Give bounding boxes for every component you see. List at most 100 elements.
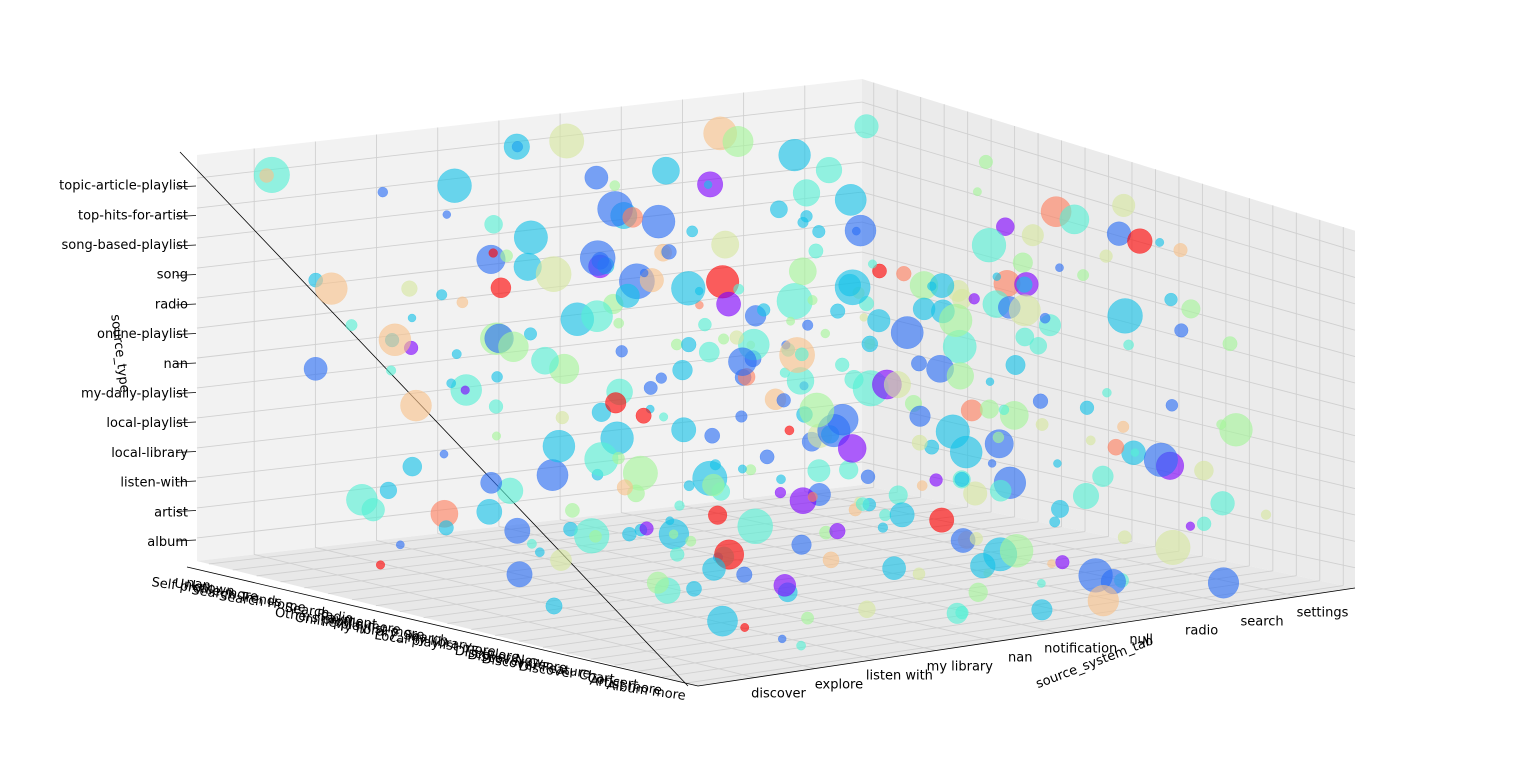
data-point	[1008, 294, 1041, 327]
data-point	[888, 485, 908, 505]
gridline-y-floor	[495, 545, 1156, 636]
data-point	[259, 168, 274, 183]
y-tick-label: Radio	[316, 607, 354, 627]
gridline-y-floor	[280, 501, 945, 583]
data-point	[639, 521, 654, 536]
data-point	[859, 313, 869, 322]
gridline-y-floor	[208, 487, 874, 565]
data-point	[759, 449, 775, 465]
z-tick	[175, 510, 197, 512]
z-tick-label: local-playlist	[106, 416, 188, 431]
x-tick-label: listen with	[866, 669, 933, 684]
data-point	[882, 556, 906, 581]
data-point	[615, 283, 640, 308]
gridline-z-back	[196, 101, 863, 179]
data-point	[646, 571, 669, 594]
data-point	[872, 263, 887, 279]
data-point	[992, 431, 1005, 444]
data-point	[969, 531, 983, 546]
data-point	[591, 402, 612, 422]
data-point	[954, 471, 970, 487]
data-point	[488, 399, 504, 414]
z-tick	[175, 539, 197, 542]
data-point	[970, 553, 996, 579]
data-point	[386, 365, 397, 376]
data-point	[800, 210, 813, 223]
data-point	[345, 319, 358, 332]
data-point	[565, 503, 580, 518]
data-point	[1107, 298, 1143, 334]
z-tick-label: song-based-playlist	[62, 238, 188, 253]
z-tick	[175, 244, 197, 247]
data-point	[438, 520, 454, 536]
axis-panes	[197, 79, 1355, 686]
z-tick-label: artist	[154, 505, 188, 520]
data-point	[616, 479, 633, 496]
data-point	[460, 385, 470, 395]
data-point	[972, 187, 982, 197]
data-point	[1039, 312, 1051, 324]
data-point	[834, 269, 871, 306]
data-point	[1049, 516, 1061, 528]
data-point	[346, 484, 378, 516]
data-point	[879, 509, 892, 522]
data-point	[503, 133, 530, 160]
data-point	[643, 380, 658, 395]
data-point	[989, 479, 1012, 502]
data-point	[1032, 393, 1049, 409]
data-point	[912, 567, 926, 581]
data-point	[671, 271, 706, 306]
data-point	[1185, 521, 1196, 531]
data-point	[681, 336, 697, 353]
x-tick-label: explore	[815, 678, 863, 693]
data-point	[998, 404, 1010, 416]
data-point	[377, 186, 389, 198]
gridline-y-floor	[352, 516, 1015, 601]
data-point	[830, 303, 846, 319]
gridline-y-floor	[662, 580, 1320, 678]
data-point	[1092, 465, 1114, 487]
data-point	[605, 392, 627, 414]
data-point	[708, 505, 728, 525]
data-point	[694, 286, 704, 296]
data-point	[1072, 482, 1100, 510]
y-tick-label: Concert	[587, 671, 639, 693]
data-point	[1085, 435, 1096, 446]
data-point	[661, 244, 677, 260]
z-tick-label: local-library	[111, 446, 188, 461]
data-point	[379, 481, 398, 500]
data-point	[622, 207, 643, 228]
data-point	[671, 417, 697, 443]
data-point	[504, 517, 531, 544]
data-point	[855, 497, 870, 511]
data-point	[674, 500, 685, 511]
data-point	[896, 266, 912, 282]
data-point	[683, 480, 695, 492]
data-point	[820, 328, 831, 339]
data-point	[909, 405, 931, 427]
data-point	[1053, 459, 1062, 468]
data-point	[685, 535, 697, 547]
gridline-z-back	[196, 251, 863, 329]
data-point	[1035, 418, 1049, 431]
data-point	[1210, 491, 1235, 516]
data-point	[1207, 567, 1240, 599]
data-point	[839, 460, 859, 480]
x-tick-label: settings	[1297, 605, 1349, 620]
z-tick	[175, 333, 197, 335]
gridline-z-back	[196, 161, 863, 239]
data-point	[812, 225, 826, 239]
gridline-z-side	[861, 221, 1356, 358]
data-point	[788, 257, 817, 286]
data-point	[531, 346, 559, 375]
data-point	[446, 378, 457, 389]
data-point	[992, 272, 1002, 281]
gridline-y-floor	[686, 585, 1344, 684]
data-point	[796, 640, 806, 651]
x-tick-label: notification	[1044, 641, 1117, 656]
data-point	[1016, 276, 1033, 293]
data-point	[776, 393, 791, 408]
x-tick-label: search	[1240, 614, 1283, 629]
data-point	[867, 309, 891, 333]
